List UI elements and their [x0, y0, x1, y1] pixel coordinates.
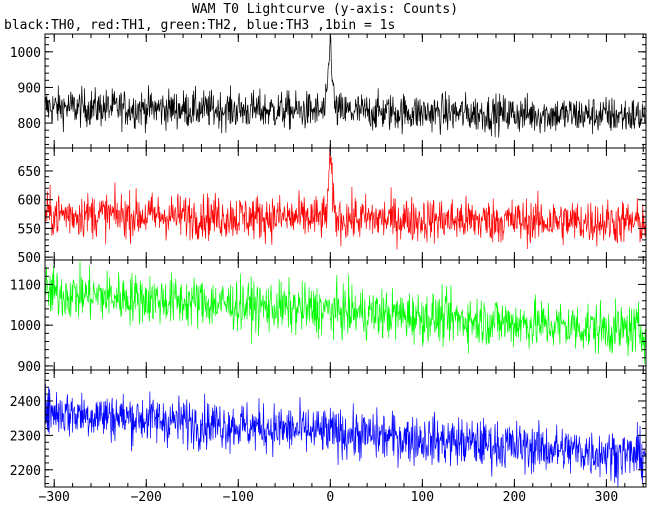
chart-subtitle: black:TH0, red:TH1, green:TH2, blue:TH3 …: [4, 18, 395, 33]
panel-frame: [44, 259, 647, 371]
series-line-th3: [45, 383, 646, 487]
y-tick-label: 500: [18, 251, 41, 266]
y-tick-label: 650: [18, 165, 41, 180]
y-tick-label: 2300: [10, 429, 41, 444]
x-tick-label: −100: [223, 490, 254, 505]
x-tick-label: 0: [326, 490, 334, 505]
x-tick-label: −300: [39, 490, 70, 505]
panel-th2: 900 1000 1100: [10, 259, 647, 375]
x-tick-label: 100: [411, 490, 434, 505]
series-line-th0: [45, 37, 646, 138]
panel-frame: [44, 33, 647, 149]
y-tick-label: 1000: [10, 319, 41, 334]
y-tick-label: 2400: [10, 395, 41, 410]
x-tick-label: 300: [595, 490, 618, 505]
x-axis: −300 −200 −100 0 100 200 300: [39, 490, 619, 505]
panel-th1: 500 550 600 650: [18, 147, 647, 266]
y-tick-label: 550: [18, 222, 41, 237]
y-tick-label: 600: [18, 194, 41, 209]
panel-th0: 800 900 1000: [10, 33, 647, 149]
y-tick-label: 2200: [10, 464, 41, 479]
panel-th3: 2200 2300 2400: [10, 369, 647, 488]
y-tick-label: 800: [18, 117, 41, 132]
y-tick-label: 900: [18, 81, 41, 96]
y-tick-label: 1100: [10, 278, 41, 293]
x-tick-label: 200: [503, 490, 526, 505]
x-tick-label: −200: [131, 490, 162, 505]
chart-title: WAM T0 Lightcurve (y-axis: Counts): [192, 2, 458, 17]
panels-group: 800 900 1000 500 550 600 650 900 1000 1100 2200 230…: [10, 33, 647, 488]
y-tick-label: 900: [18, 360, 41, 375]
series-line-th2: [45, 261, 646, 364]
panel-frame: [44, 147, 647, 261]
series-line-th1: [45, 148, 646, 250]
y-tick-label: 1000: [10, 46, 41, 61]
